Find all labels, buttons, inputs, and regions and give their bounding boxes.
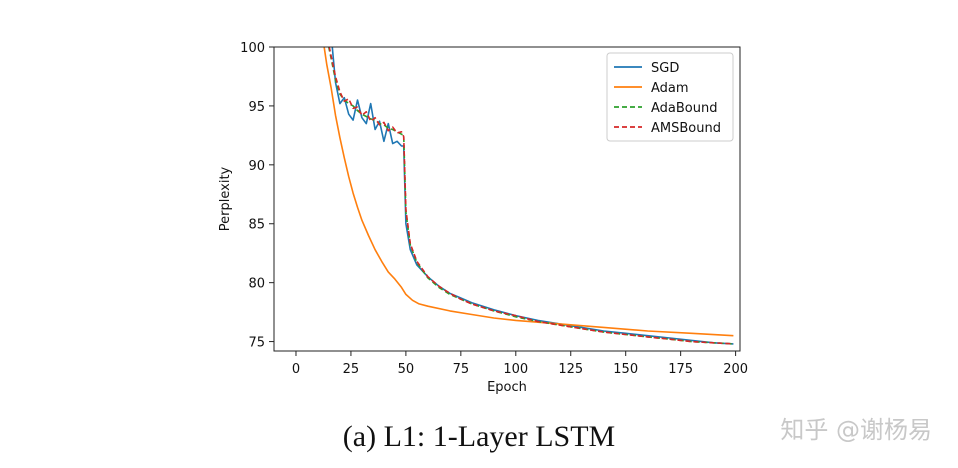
legend-label: Adam: [651, 81, 689, 96]
x-tick-label: 175: [668, 362, 693, 377]
legend: SGD Adam AdaBound AMSBound: [606, 52, 734, 142]
legend-label: AMSBound: [651, 121, 721, 136]
legend-box: [606, 52, 734, 142]
y-tick-label: 85: [248, 218, 265, 233]
x-tick-label: 100: [503, 362, 528, 377]
x-tick-label: 150: [613, 362, 638, 377]
x-tick-label: 0: [292, 362, 300, 377]
x-tick-label: 50: [398, 362, 415, 377]
series-line-sgd: [331, 47, 734, 345]
figure-caption: (a) L1: 1-Layer LSTM: [342, 420, 616, 453]
y-tick-label: 90: [248, 159, 265, 174]
series-line-amsbound: [328, 47, 734, 345]
y-tick-label: 100: [240, 41, 265, 56]
x-tick-label: 125: [558, 362, 583, 377]
y-tick-label: 75: [248, 336, 265, 351]
x-tick-label: 75: [453, 362, 470, 377]
x-axis-label: Epoch: [487, 380, 527, 395]
x-tick-label: 200: [723, 362, 748, 377]
legend-label: SGD: [651, 61, 679, 76]
y-tick-label: 95: [248, 100, 265, 115]
plot-area: [323, 47, 734, 345]
y-axis: 75 80 85 90 95 100: [240, 41, 274, 351]
series-line-adabound: [327, 47, 734, 345]
watermark: 知乎 @谢杨易: [780, 416, 932, 444]
y-axis-label: Perplexity: [218, 166, 233, 231]
x-axis: 0 25 50 75 100 125 150 175 200: [292, 351, 748, 377]
legend-label: AdaBound: [651, 101, 718, 116]
series-line-adam: [323, 47, 734, 337]
y-tick-label: 80: [248, 277, 265, 292]
x-tick-label: 25: [343, 362, 360, 377]
plot-frame: [273, 46, 741, 352]
